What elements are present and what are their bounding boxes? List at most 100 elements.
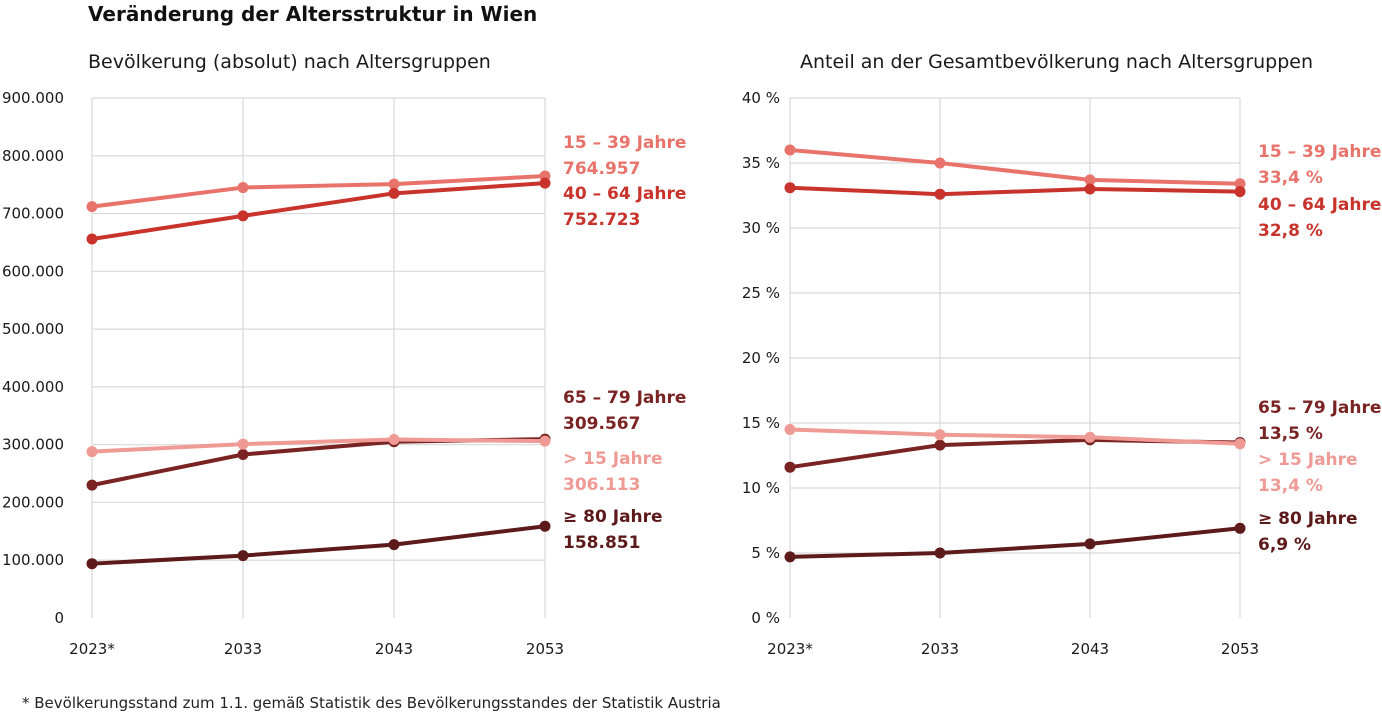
data-point <box>1084 538 1096 550</box>
y-tick-label: 200.000 <box>2 493 64 511</box>
data-point <box>86 446 98 458</box>
data-point <box>388 178 400 190</box>
y-tick-label: 400.000 <box>2 378 64 396</box>
series-label: 65 – 79 Jahre <box>1258 398 1381 418</box>
series-end-value: 32,8 % <box>1258 221 1323 241</box>
series-g_u15: > 15 Jahre 306.113 <box>86 433 663 495</box>
chart-1: Bevölkerung (absolut) nach Altersgruppen… <box>2 51 686 658</box>
series-line <box>91 437 546 488</box>
data-point <box>388 539 400 551</box>
series-g_u15: > 15 Jahre 13,4 % <box>784 424 1358 496</box>
x-tick-label: 2033 <box>224 640 262 658</box>
data-point <box>86 201 98 213</box>
series-line <box>789 185 1241 197</box>
x-tick-label: 2023* <box>767 640 813 658</box>
series-label: ≥ 80 Jahre <box>563 507 663 527</box>
series-end-value: 13,4 % <box>1258 476 1323 496</box>
series-end-value: 309.567 <box>563 414 640 434</box>
series-line <box>789 427 1241 446</box>
series-label: > 15 Jahre <box>1258 450 1358 470</box>
data-point <box>86 233 98 245</box>
footnote: * Bevölkerungsstand zum 1.1. gemäß Stati… <box>22 694 721 712</box>
series-label: 15 – 39 Jahre <box>1258 142 1381 162</box>
series-g15_39: 15 – 39 Jahre 33,4 % <box>784 142 1381 190</box>
data-point <box>1084 431 1096 443</box>
data-point <box>1084 183 1096 195</box>
data-point <box>86 479 98 491</box>
y-tick-label: 700.000 <box>2 205 64 223</box>
y-tick-label: 10 % <box>742 479 780 497</box>
data-point <box>934 439 946 451</box>
x-tick-label: 2053 <box>1221 640 1259 658</box>
data-point <box>237 210 249 222</box>
data-point <box>237 438 249 450</box>
y-tick-label: 30 % <box>742 219 780 237</box>
series-label: ≥ 80 Jahre <box>1258 509 1358 529</box>
series-end-value: 13,5 % <box>1258 424 1323 444</box>
y-tick-label: 15 % <box>742 414 780 432</box>
series-end-value: 33,4 % <box>1258 168 1323 188</box>
y-tick-label: 600.000 <box>2 262 64 280</box>
y-tick-label: 900.000 <box>2 89 64 107</box>
y-tick-label: 5 % <box>751 544 780 562</box>
series-end-value: 306.113 <box>563 475 640 495</box>
x-tick-label: 2043 <box>375 640 413 658</box>
data-point <box>539 520 551 532</box>
x-tick-label: 2023* <box>69 640 115 658</box>
series-line <box>789 437 1241 470</box>
series-end-value: 158.851 <box>563 533 640 553</box>
data-point <box>784 461 796 473</box>
data-point <box>237 550 249 562</box>
series-end-value: 6,9 % <box>1258 535 1311 555</box>
y-tick-label: 800.000 <box>2 147 64 165</box>
data-point <box>388 433 400 445</box>
data-point <box>934 188 946 200</box>
series-label: 65 – 79 Jahre <box>563 388 686 408</box>
series-g15_39: 15 – 39 Jahre 764.957 <box>86 133 686 213</box>
data-point <box>1084 174 1096 186</box>
data-point <box>934 157 946 169</box>
data-point <box>1234 178 1246 190</box>
series-end-value: 752.723 <box>563 210 640 230</box>
y-tick-label: 0 <box>54 609 64 627</box>
data-point <box>1234 186 1246 198</box>
series-g80: ≥ 80 Jahre 158.851 <box>86 507 663 570</box>
data-point <box>934 429 946 441</box>
data-point <box>539 435 551 447</box>
y-tick-label: 100.000 <box>2 551 64 569</box>
y-tick-label: 300.000 <box>2 436 64 454</box>
data-point <box>237 448 249 460</box>
data-point <box>237 182 249 194</box>
data-point <box>784 182 796 194</box>
data-point <box>1234 522 1246 534</box>
series-line <box>91 174 546 209</box>
x-tick-label: 2053 <box>526 640 564 658</box>
series-g65_79: 65 – 79 Jahre 309.567 <box>86 388 686 491</box>
main-title: Veränderung der Altersstruktur in Wien <box>88 2 538 26</box>
y-tick-label: 40 % <box>742 89 780 107</box>
y-tick-label: 500.000 <box>2 320 64 338</box>
series-label: > 15 Jahre <box>563 449 663 469</box>
data-point <box>1234 438 1246 450</box>
series-line <box>789 526 1241 559</box>
data-point <box>388 187 400 199</box>
series-line <box>789 148 1241 186</box>
data-point <box>784 551 796 563</box>
y-tick-label: 25 % <box>742 284 780 302</box>
x-tick-label: 2043 <box>1071 640 1109 658</box>
series-line <box>91 524 546 566</box>
x-tick-label: 2033 <box>921 640 959 658</box>
chart-title: Bevölkerung (absolut) nach Altersgruppen <box>88 51 491 73</box>
data-point <box>86 558 98 570</box>
series-g80: ≥ 80 Jahre 6,9 % <box>784 509 1358 563</box>
y-tick-label: 35 % <box>742 154 780 172</box>
chart-title: Anteil an der Gesamtbevölkerung nach Alt… <box>800 51 1313 73</box>
series-end-value: 764.957 <box>563 159 640 179</box>
y-tick-label: 20 % <box>742 349 780 367</box>
series-g40_64: 40 – 64 Jahre 32,8 % <box>784 182 1381 241</box>
series-label: 40 – 64 Jahre <box>563 184 686 204</box>
chart-2: Anteil an der Gesamtbevölkerung nach Alt… <box>742 51 1382 658</box>
series-g40_64: 40 – 64 Jahre 752.723 <box>86 177 686 245</box>
y-tick-label: 0 % <box>751 609 780 627</box>
